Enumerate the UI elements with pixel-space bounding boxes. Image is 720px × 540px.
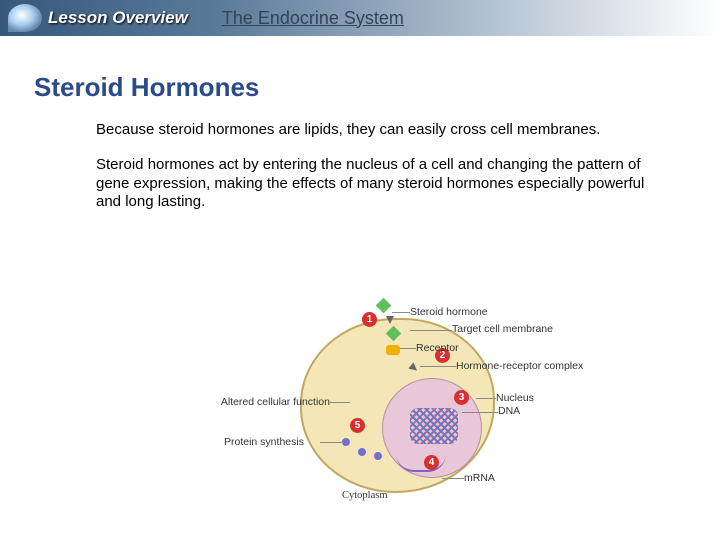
paragraph-2: Steroid hormones act by entering the nuc… <box>96 156 660 212</box>
leader-line <box>392 312 410 313</box>
logo-icon <box>8 4 42 32</box>
arrow-icon <box>386 316 394 324</box>
ribosome-icon <box>374 452 382 460</box>
leader-line <box>410 330 452 331</box>
label-target-membrane: Target cell membrane <box>452 324 553 335</box>
ribosome-icon <box>358 448 366 456</box>
leader-line <box>420 366 456 367</box>
leader-line <box>476 398 496 399</box>
leader-line <box>330 402 350 403</box>
leader-line <box>442 478 464 479</box>
leader-line <box>320 442 344 443</box>
label-protein: Protein synthesis <box>224 436 304 448</box>
label-receptor: Receptor <box>416 342 459 354</box>
step-marker-4: 4 <box>424 455 439 470</box>
dna-shape <box>410 408 458 444</box>
leader-line <box>462 412 498 413</box>
label-cytoplasm: Cytoplasm <box>342 490 388 501</box>
header-title: The Endocrine System <box>222 8 404 29</box>
hormone-icon <box>376 298 392 314</box>
label-steroid: Steroid hormone <box>410 306 488 318</box>
label-altered: Altered cellular function <box>200 396 330 408</box>
label-complex: Hormone-receptor complex <box>456 360 583 372</box>
step-marker-5: 5 <box>350 418 365 433</box>
header-bar: Lesson Overview The Endocrine System <box>0 0 720 36</box>
receptor-icon <box>386 345 400 355</box>
leader-line <box>400 348 416 349</box>
label-mrna: mRNA <box>464 472 495 484</box>
lesson-overview-label: Lesson Overview <box>48 8 188 28</box>
section-title: Steroid Hormones <box>34 72 720 103</box>
paragraph-1: Because steroid hormones are lipids, the… <box>96 121 660 140</box>
label-nucleus: Nucleus <box>496 392 534 404</box>
step-marker-3: 3 <box>454 390 469 405</box>
steroid-hormone-diagram: 1 2 3 4 5 Steroid hormone Target cell me… <box>210 300 550 510</box>
label-dna: DNA <box>498 405 520 417</box>
step-marker-1: 1 <box>362 312 377 327</box>
